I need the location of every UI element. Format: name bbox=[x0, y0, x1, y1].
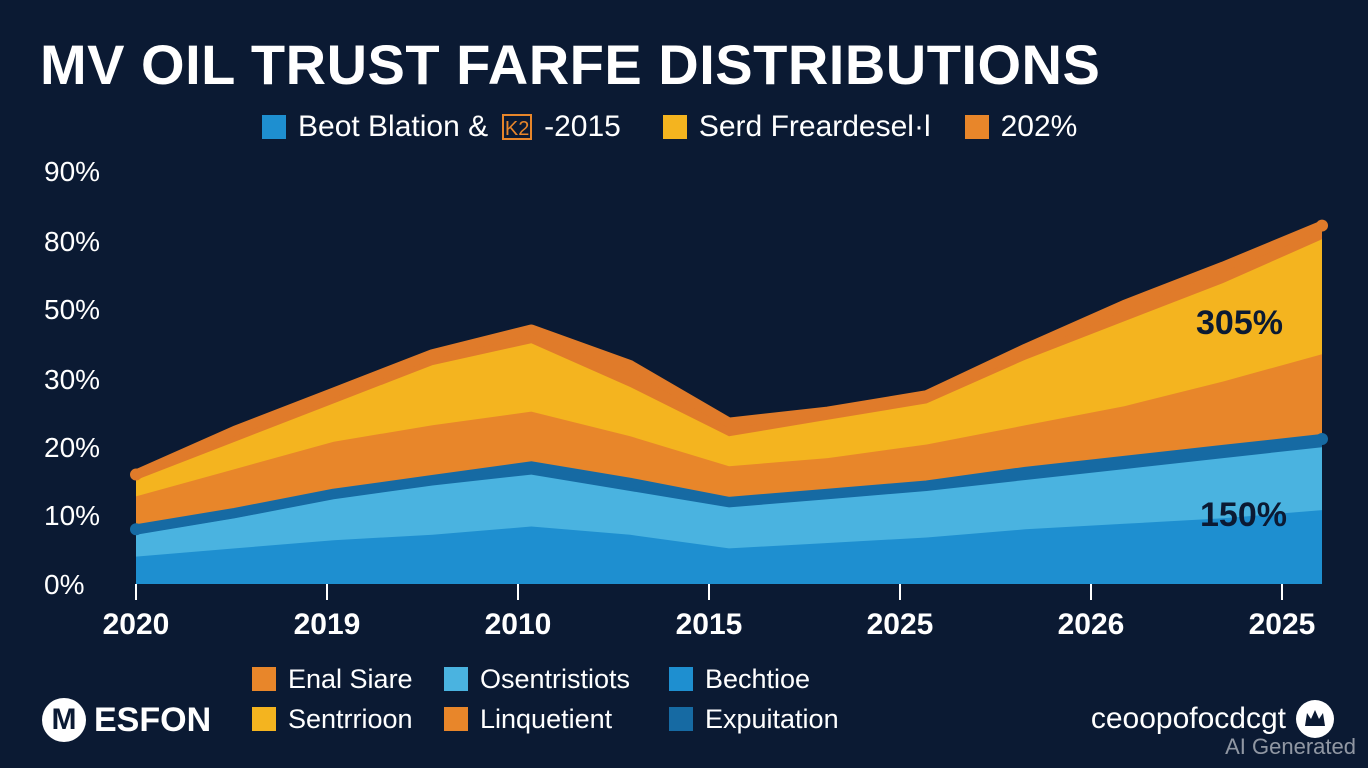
series-endpoint bbox=[1316, 432, 1328, 445]
footer-credit: ceoopofocdcgt bbox=[1091, 700, 1334, 738]
legend-label: Linquetient bbox=[480, 703, 613, 734]
brand: M ESFON bbox=[42, 698, 211, 742]
legend-swatch bbox=[444, 667, 468, 691]
legend-swatch bbox=[662, 115, 687, 139]
chart-title: MV OIL TRUST FARFE DISTRIBUTIONS bbox=[40, 33, 1101, 96]
series-endpoint bbox=[130, 523, 142, 536]
bottom-legend-item: Bechtioe bbox=[669, 664, 869, 694]
x-tick-label: 2019 bbox=[293, 608, 361, 641]
legend-label: Expuitation bbox=[705, 703, 839, 734]
top-legend-item: K2 -2015 bbox=[502, 110, 621, 144]
x-tick-label: 2010 bbox=[484, 608, 552, 641]
bottom-legend-item: Sentrrioon bbox=[252, 704, 444, 734]
area-series-base bbox=[136, 510, 1322, 584]
legend-swatch bbox=[444, 707, 468, 731]
legend-swatch bbox=[262, 115, 286, 139]
top-legend-item: Serd Freardesel·l bbox=[662, 110, 931, 144]
legend-label: Serd Freardesel·l bbox=[698, 110, 931, 143]
annotation-upper: 305% bbox=[1196, 304, 1283, 342]
series-endpoint bbox=[1316, 219, 1328, 232]
legend-swatch bbox=[964, 115, 989, 139]
series-line-blue-line bbox=[131, 434, 1327, 535]
legend-swatch bbox=[669, 667, 693, 691]
bottom-legend-item: Enal Siare bbox=[252, 664, 444, 694]
x-tick-label: 2025 bbox=[1248, 608, 1316, 641]
legend-label: Bechtioe bbox=[705, 663, 811, 694]
y-tick-label: 90% bbox=[44, 156, 101, 187]
x-tick-label: 2020 bbox=[102, 608, 170, 641]
bottom-legend: Enal Siare Osentristiots Bechtioe Sentrr… bbox=[252, 664, 869, 734]
footer-credit-text: ceoopofocdcgt bbox=[1090, 702, 1286, 735]
bottom-legend-item: Expuitation bbox=[669, 704, 869, 734]
legend-label: Beot Blation & bbox=[298, 110, 489, 143]
y-tick-label: 0% bbox=[44, 569, 85, 600]
y-tick-label: 30% bbox=[44, 364, 101, 395]
x-tick-label: 2015 bbox=[675, 608, 743, 641]
y-tick-label: 10% bbox=[44, 500, 101, 531]
crest-icon bbox=[1296, 700, 1334, 738]
top-legend-item: 202% bbox=[964, 110, 1078, 144]
legend-swatch bbox=[252, 707, 276, 731]
annotation-lower: 150% bbox=[1200, 496, 1287, 534]
x-tick-label: 2026 bbox=[1057, 608, 1125, 641]
y-tick-label: 80% bbox=[44, 226, 101, 257]
brand-logo-icon: M bbox=[42, 698, 86, 742]
legend-mini-badge: K2 bbox=[502, 114, 533, 140]
x-tick-label: 2025 bbox=[866, 608, 934, 641]
legend-label: Sentrrioon bbox=[288, 703, 413, 734]
y-tick-label: 50% bbox=[44, 294, 101, 325]
legend-swatch bbox=[252, 667, 276, 691]
legend-swatch bbox=[669, 707, 693, 731]
y-tick-label: 20% bbox=[44, 432, 101, 463]
bottom-legend-item: Linquetient bbox=[444, 704, 669, 734]
legend-label: -2015 bbox=[544, 110, 621, 143]
legend-label: Osentristiots bbox=[480, 663, 631, 694]
top-legend-item: Beot Blation & bbox=[262, 110, 488, 144]
bottom-legend-item: Osentristiots bbox=[444, 664, 669, 694]
series-line-top bbox=[131, 220, 1327, 480]
legend-label: Enal Siare bbox=[288, 663, 413, 694]
legend-label: 202% bbox=[1000, 110, 1078, 143]
top-legend: Beot Blation & K2 -2015 Serd Freardesel·… bbox=[262, 110, 1077, 144]
series-endpoint bbox=[130, 468, 142, 481]
watermark: AI Generated bbox=[1225, 734, 1356, 759]
brand-name: ESFON bbox=[94, 700, 212, 739]
